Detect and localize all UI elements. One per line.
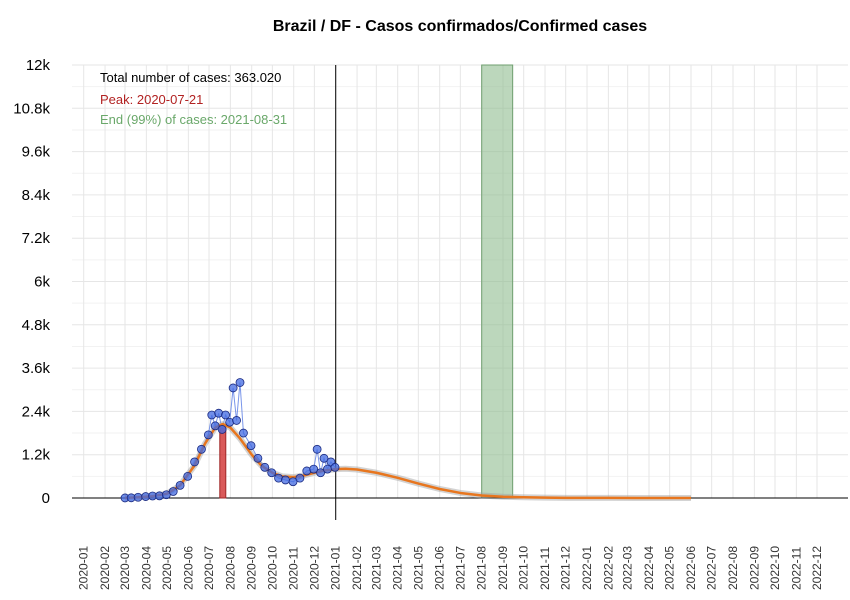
y-tick-label: 4.8k xyxy=(22,317,51,334)
observed-point xyxy=(295,473,305,483)
x-tick-label: 2021-10 xyxy=(517,546,531,590)
observed-point xyxy=(239,428,248,438)
y-tick-label: 8.4k xyxy=(22,187,51,204)
x-tick-label: 2021-02 xyxy=(350,546,364,590)
y-tick-label: 1.2k xyxy=(22,447,51,464)
x-tick-label: 2020-08 xyxy=(223,546,237,590)
observed-point xyxy=(133,492,143,502)
x-tick-label: 2021-07 xyxy=(453,546,467,590)
x-tick-label: 2020-04 xyxy=(139,546,153,590)
x-tick-label: 2020-09 xyxy=(245,546,259,590)
annotation-end-date: End (99%) of cases: 2021-08-31 xyxy=(100,112,287,127)
x-tick-label: 2020-07 xyxy=(202,546,216,590)
observed-point xyxy=(316,468,325,478)
x-tick-label: 2022-05 xyxy=(663,546,677,590)
x-tick-label: 2022-07 xyxy=(705,546,719,590)
x-tick-label: 2020-02 xyxy=(98,546,112,590)
peak-bar xyxy=(219,425,227,499)
x-tick-label: 2022-11 xyxy=(789,547,803,590)
x-tick-label: 2022-08 xyxy=(726,546,740,590)
chart-title: Brazil / DF - Casos confirmados/Confirme… xyxy=(273,18,647,35)
observed-point xyxy=(221,410,230,420)
axis-layer xyxy=(72,65,848,520)
x-tick-label: 2021-05 xyxy=(411,546,425,590)
x-tick-label: 2020-11 xyxy=(287,547,301,590)
observed-point xyxy=(175,480,185,490)
x-tick-label: 2021-03 xyxy=(369,546,383,590)
x-tick-label: 2020-12 xyxy=(307,546,321,590)
x-tick-label: 2020-06 xyxy=(181,546,195,590)
observed-point xyxy=(330,462,340,472)
x-tick-label: 2021-11 xyxy=(538,547,552,590)
x-tick-label: 2021-12 xyxy=(559,546,573,590)
observed-point xyxy=(246,441,256,451)
x-tick-label: 2021-09 xyxy=(496,546,510,590)
x-tick-label: 2020-05 xyxy=(160,546,174,590)
grid-layer xyxy=(72,64,848,499)
observed-point xyxy=(323,464,332,474)
x-tick-label: 2022-02 xyxy=(601,546,615,590)
observed-point xyxy=(288,477,298,487)
y-tick-label: 2.4k xyxy=(22,403,51,420)
x-tick-label: 2021-04 xyxy=(391,546,405,590)
y-tick-label: 10.8k xyxy=(13,100,50,117)
x-tick-label: 2022-01 xyxy=(580,546,594,590)
annotation-peak-date: Peak: 2020-07-21 xyxy=(100,92,203,107)
x-tick-label: 2022-12 xyxy=(810,546,824,590)
observed-point xyxy=(267,468,277,478)
y-tick-label: 6k xyxy=(34,274,50,291)
observed-point xyxy=(190,457,199,467)
annotation-total-cases: Total number of cases: 363.020 xyxy=(100,70,281,85)
observed-point xyxy=(309,464,319,474)
observed-point xyxy=(260,462,270,472)
observed-point xyxy=(281,475,290,485)
tick-layer: 0 1.2k 2.4k 3.6k 4.8k 6k 7.2k 8.4k 9.6k 10.8k 12k 2… xyxy=(13,57,824,590)
x-tick-label: 2022-10 xyxy=(768,546,782,590)
observed-point xyxy=(203,430,213,440)
observed-point xyxy=(197,444,206,454)
end-of-cases-band xyxy=(481,64,514,499)
y-tick-label: 12k xyxy=(26,57,51,74)
y-tick-label: 3.6k xyxy=(22,360,51,377)
observed-point xyxy=(217,425,227,434)
x-tick-label: 2020-10 xyxy=(265,546,279,590)
y-tick-label: 9.6k xyxy=(22,144,51,161)
x-tick-label: 2022-09 xyxy=(747,546,761,590)
observed-point xyxy=(168,487,178,496)
observed-point xyxy=(183,471,193,481)
x-tick-label: 2021-08 xyxy=(475,546,489,590)
x-tick-label: 2022-04 xyxy=(642,546,656,590)
x-tick-label: 2020-03 xyxy=(118,546,132,590)
observed-point xyxy=(253,453,263,463)
x-tick-label: 2022-06 xyxy=(684,546,698,590)
x-tick-label: 2020-01 xyxy=(77,546,91,590)
y-tick-label: 7.2k xyxy=(22,230,51,247)
observed-point xyxy=(312,444,322,454)
observed-point xyxy=(319,453,329,463)
band-layer xyxy=(481,64,514,499)
observed-point xyxy=(228,383,238,393)
x-tick-label: 2021-06 xyxy=(433,546,447,590)
x-tick-label: 2021-01 xyxy=(329,546,343,590)
y-tick-label: 0 xyxy=(42,490,50,507)
observed-point xyxy=(232,416,241,425)
observed-point xyxy=(210,421,220,431)
x-tick-label: 2022-03 xyxy=(621,546,635,590)
observed-point xyxy=(235,378,245,387)
series-layer xyxy=(120,378,692,503)
